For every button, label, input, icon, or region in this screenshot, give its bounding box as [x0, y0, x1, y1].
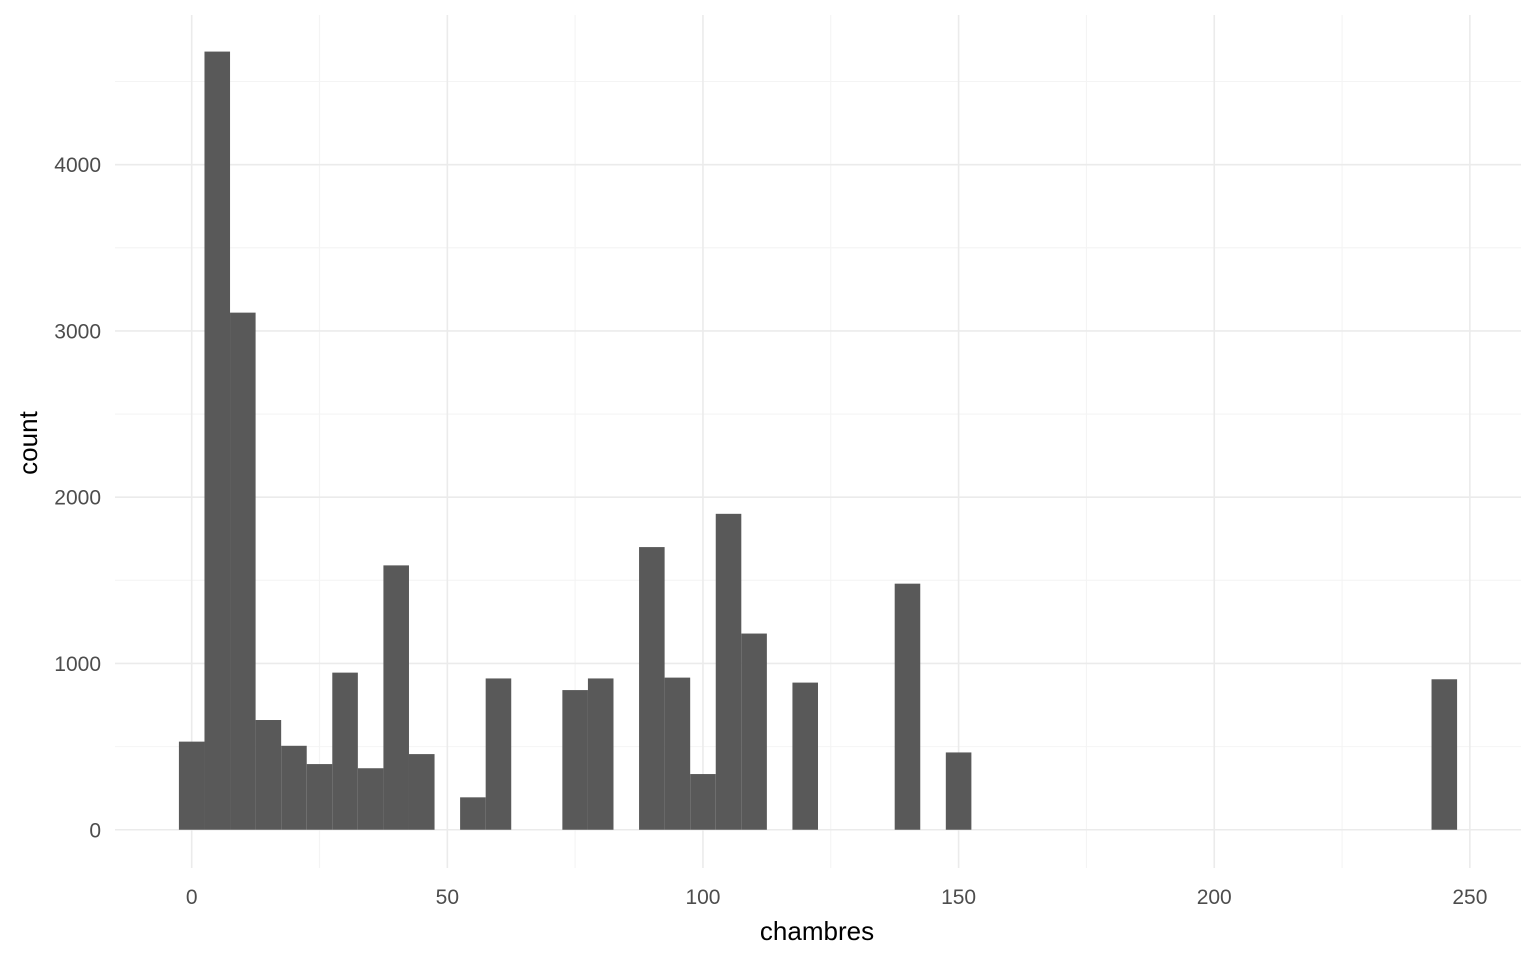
- histogram-bar: [792, 682, 818, 830]
- histogram-bar: [639, 547, 665, 830]
- histogram-bar: [460, 797, 486, 830]
- histogram-bar: [204, 51, 231, 830]
- histogram-bar: [690, 774, 716, 830]
- x-tick-label: 0: [186, 886, 198, 909]
- histogram-bar: [332, 672, 358, 830]
- bars-layer: [178, 51, 1458, 830]
- histogram-bar: [945, 752, 972, 830]
- y-axis-title: count: [13, 410, 43, 474]
- histogram-bar: [281, 745, 307, 830]
- x-tick-label: 200: [1197, 886, 1232, 909]
- y-tick-label: 0: [89, 819, 101, 842]
- histogram-bar: [1431, 679, 1458, 830]
- histogram-bar: [562, 690, 588, 830]
- x-tick-label: 250: [1452, 886, 1487, 909]
- histogram-bar: [664, 677, 691, 830]
- y-tick-label: 1000: [54, 653, 101, 676]
- histogram-bar: [485, 678, 512, 830]
- histogram-bar: [408, 754, 435, 830]
- histogram-bar: [230, 312, 256, 830]
- x-axis-title: chambres: [760, 916, 874, 946]
- x-tick-label: 150: [941, 886, 976, 909]
- histogram-bar: [255, 720, 282, 830]
- y-tick-label: 3000: [54, 320, 101, 343]
- histogram-bar: [383, 565, 409, 830]
- histogram-bar: [715, 513, 742, 830]
- y-tick-labels: 0 1000 2000 3000 4000: [54, 154, 101, 842]
- histogram-bar: [306, 764, 333, 830]
- histogram-bar: [178, 741, 205, 830]
- x-tick-labels: 0 50 100 150 200 250: [186, 886, 1488, 909]
- y-tick-label: 2000: [54, 487, 101, 510]
- x-tick-label: 50: [436, 886, 459, 909]
- histogram-bar: [357, 768, 384, 830]
- histogram-bar: [894, 583, 921, 830]
- x-tick-label: 100: [685, 886, 720, 909]
- y-tick-label: 4000: [54, 154, 101, 177]
- histogram-bar: [587, 678, 614, 830]
- histogram-bar: [741, 633, 767, 830]
